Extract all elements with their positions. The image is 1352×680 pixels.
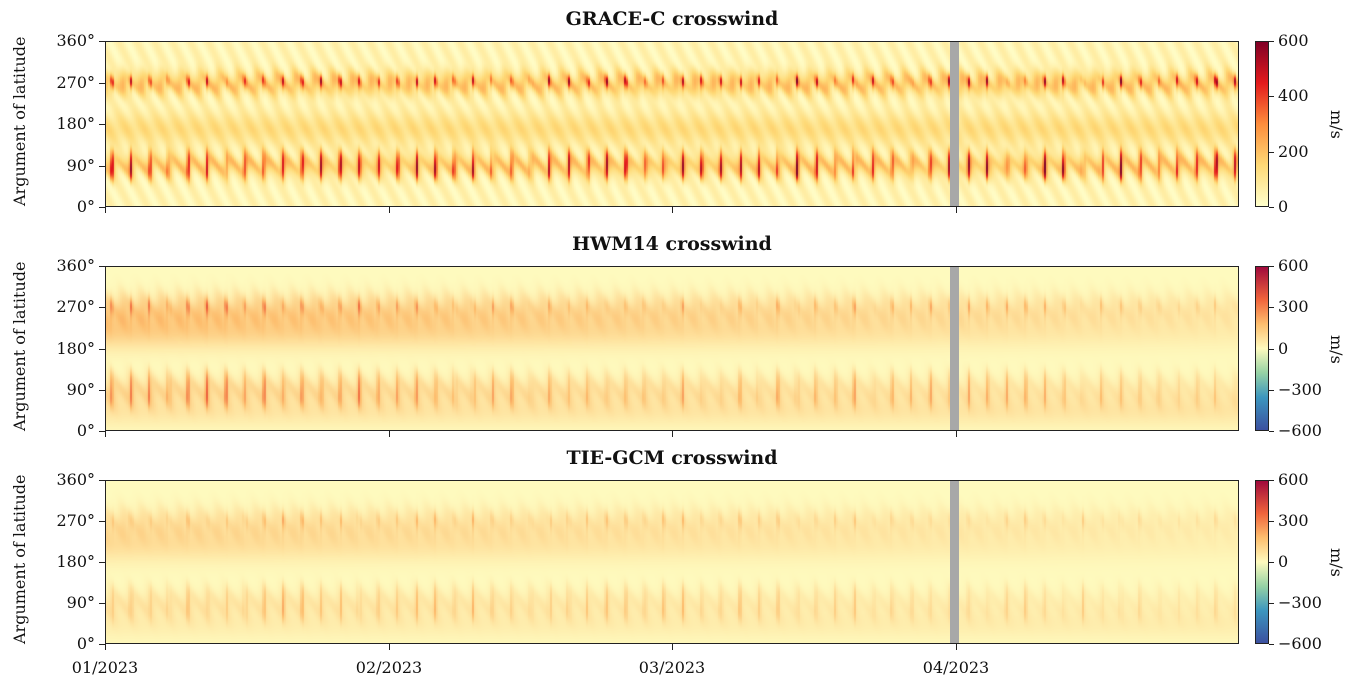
x-tick-mark [956, 644, 957, 650]
colorbar-tick-label: 0 [1278, 339, 1289, 358]
colorbar-tick-label: −600 [1278, 634, 1322, 653]
x-tick-mark [105, 431, 106, 437]
x-tick-label: 03/2023 [638, 658, 706, 677]
y-tick-label: 180° [56, 339, 95, 358]
heatmap-canvas [106, 42, 1238, 206]
colorbar-tick-mark [1269, 521, 1274, 522]
x-tick-label: 02/2023 [355, 658, 423, 677]
y-tick-mark [99, 480, 105, 481]
colorbar-tick-label: 600 [1278, 470, 1309, 489]
colorbar [1255, 266, 1269, 431]
y-tick-mark [99, 41, 105, 42]
colorbar-tick-label: −300 [1278, 593, 1322, 612]
colorbar-tick-label: −300 [1278, 380, 1322, 399]
y-tick-mark [99, 644, 105, 645]
x-tick-mark [956, 431, 957, 437]
y-tick-mark [99, 390, 105, 391]
colorbar-tick-mark [1269, 480, 1274, 481]
y-tick-label: 90° [66, 593, 95, 612]
x-tick-label: 01/2023 [71, 658, 139, 677]
y-tick-label: 270° [56, 73, 95, 92]
y-tick-label: 270° [56, 511, 95, 530]
colorbar-tick-mark [1269, 41, 1274, 42]
y-tick-label: 180° [56, 114, 95, 133]
x-tick-mark [672, 431, 673, 437]
colorbar-tick-mark [1269, 96, 1274, 97]
y-tick-mark [99, 431, 105, 432]
colorbar-tick-label: 400 [1278, 86, 1309, 105]
y-tick-mark [99, 603, 105, 604]
colorbar-tick-label: 0 [1278, 197, 1289, 216]
x-tick-mark [389, 207, 390, 213]
y-tick-label: 0° [76, 197, 95, 216]
y-tick-mark [99, 166, 105, 167]
chart-title: TIE-GCM crosswind [566, 447, 778, 469]
y-tick-mark [99, 207, 105, 208]
y-tick-mark [99, 83, 105, 84]
y-tick-mark [99, 307, 105, 308]
y-tick-mark [99, 349, 105, 350]
x-tick-mark [956, 207, 957, 213]
colorbar-tick-mark [1269, 207, 1274, 208]
colorbar-tick-mark [1269, 644, 1274, 645]
y-tick-label: 0° [76, 421, 95, 440]
y-tick-label: 360° [56, 256, 95, 275]
chart-title: GRACE-C crosswind [565, 8, 779, 30]
data-gap [950, 42, 959, 206]
x-tick-mark [105, 644, 106, 650]
y-tick-label: 360° [56, 470, 95, 489]
y-tick-mark [99, 521, 105, 522]
colorbar-unit-label: m/s [1327, 548, 1346, 577]
x-tick-mark [672, 644, 673, 650]
colorbar-tick-mark [1269, 266, 1274, 267]
chart-title: HWM14 crosswind [572, 233, 772, 255]
colorbar-tick-mark [1269, 307, 1274, 308]
colorbar-tick-mark [1269, 349, 1274, 350]
colorbar-tick-label: 300 [1278, 297, 1309, 316]
y-tick-label: 180° [56, 552, 95, 571]
colorbar-tick-label: −600 [1278, 421, 1322, 440]
x-tick-mark [105, 207, 106, 213]
x-tick-label: 04/2023 [922, 658, 990, 677]
y-tick-label: 90° [66, 156, 95, 175]
y-tick-label: 90° [66, 380, 95, 399]
colorbar-tick-mark [1269, 603, 1274, 604]
colorbar-tick-label: 600 [1278, 256, 1309, 275]
heatmap-plot [105, 480, 1239, 644]
colorbar [1255, 480, 1269, 644]
colorbar-tick-mark [1269, 562, 1274, 563]
y-tick-label: 360° [56, 31, 95, 50]
data-gap [950, 481, 959, 643]
colorbar-tick-label: 200 [1278, 142, 1309, 161]
y-tick-label: 270° [56, 297, 95, 316]
heatmap-plot [105, 266, 1239, 431]
colorbar-tick-label: 0 [1278, 552, 1289, 571]
colorbar [1255, 41, 1269, 207]
heatmap-canvas [106, 267, 1238, 430]
y-tick-mark [99, 562, 105, 563]
y-tick-label: 0° [76, 634, 95, 653]
x-tick-mark [389, 644, 390, 650]
heatmap-canvas [106, 481, 1238, 643]
y-tick-mark [99, 124, 105, 125]
colorbar-tick-mark [1269, 431, 1274, 432]
x-tick-mark [389, 431, 390, 437]
colorbar-tick-label: 300 [1278, 511, 1309, 530]
x-tick-mark [672, 207, 673, 213]
data-gap [950, 267, 959, 430]
colorbar-tick-mark [1269, 390, 1274, 391]
colorbar-tick-label: 600 [1278, 31, 1309, 50]
colorbar-tick-mark [1269, 152, 1274, 153]
y-tick-mark [99, 266, 105, 267]
heatmap-plot [105, 41, 1239, 207]
